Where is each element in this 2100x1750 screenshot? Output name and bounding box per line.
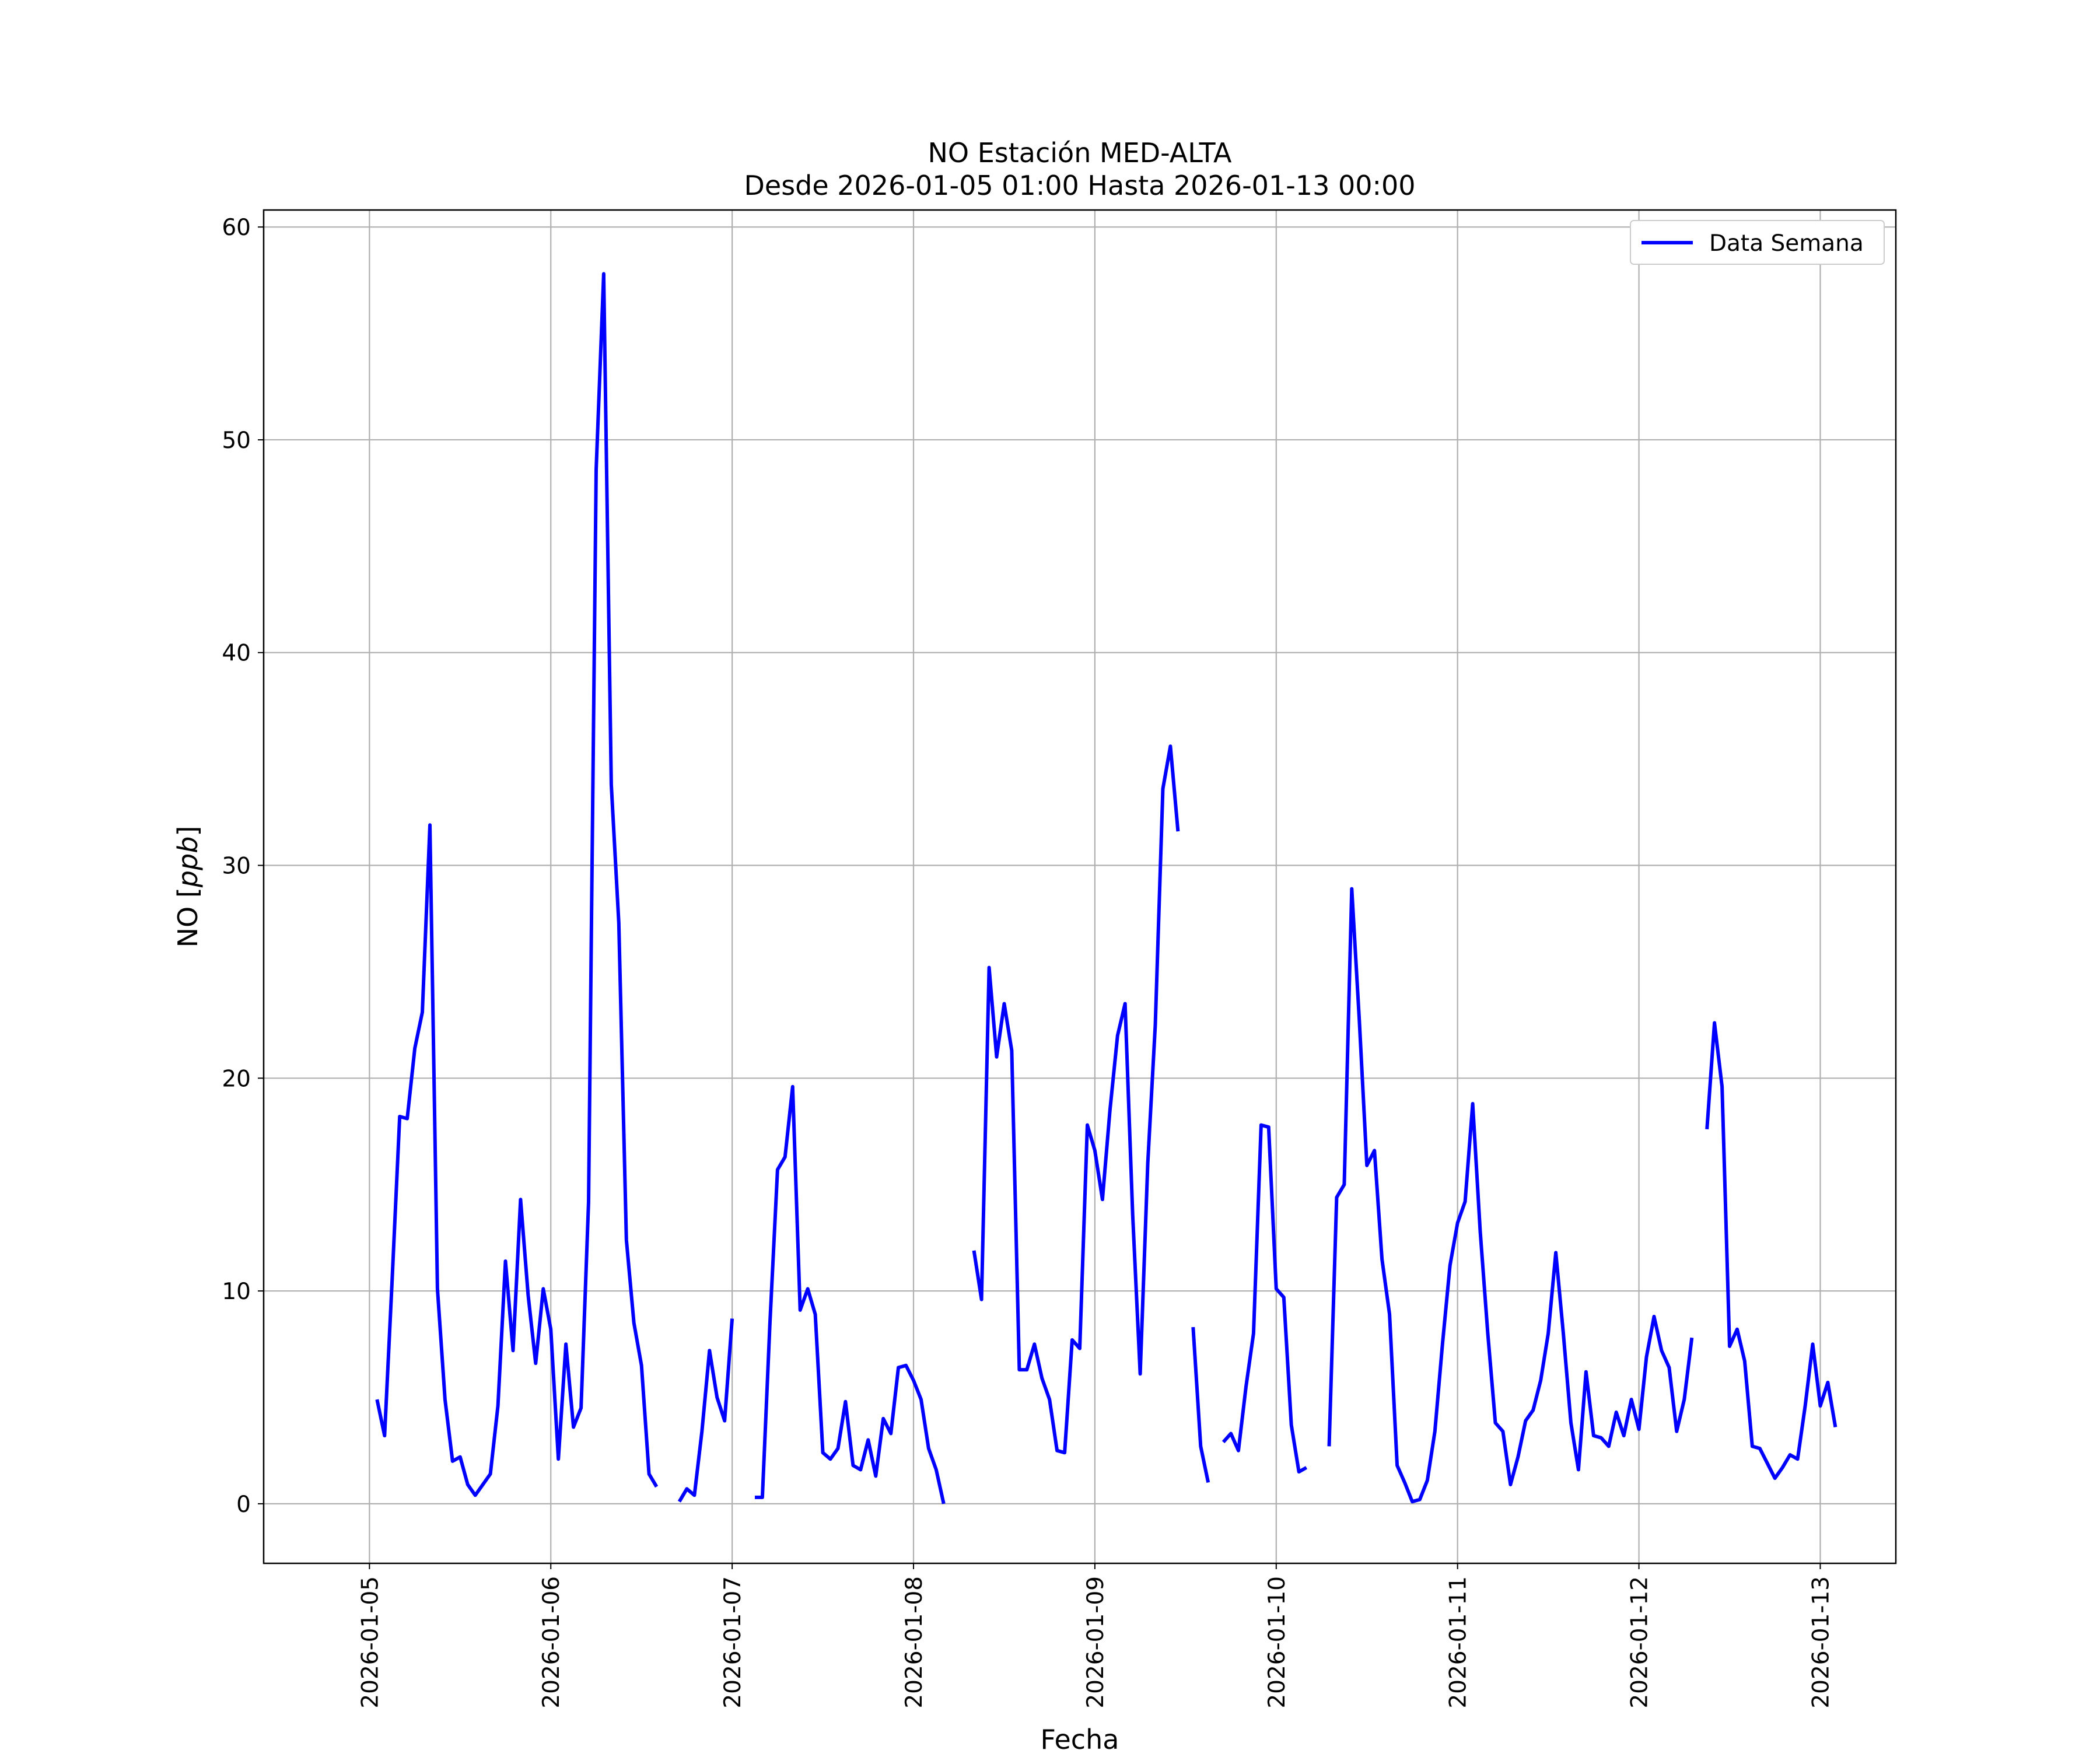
y-tick-label: 20 (222, 1066, 251, 1092)
series-line-segment (1327, 887, 1694, 1504)
x-axis-label: Fecha (1041, 1724, 1119, 1750)
series-lines (375, 272, 1838, 1504)
x-tick-label: 2026-01-05 (357, 1576, 383, 1709)
plot-frame (262, 209, 1897, 1564)
y-axis-label-unit: ppb (172, 836, 204, 888)
chart-title: NO Estación MED-ALTA (928, 137, 1232, 169)
chart-subtitle: Desde 2026-01-05 01:00 Hasta 2026-01-13 … (744, 170, 1415, 201)
y-tick-label: 10 (222, 1279, 251, 1305)
x-tick-label: 2026-01-11 (1446, 1576, 1472, 1709)
y-tick-label: 40 (222, 640, 251, 667)
x-tick-label: 2026-01-07 (720, 1576, 746, 1709)
series-line-segment (677, 1318, 734, 1503)
legend: Data Semana (1630, 220, 1885, 265)
x-tick-label: 2026-01-13 (1808, 1576, 1834, 1709)
legend-box (1630, 220, 1885, 265)
x-tick-label: 2026-01-10 (1264, 1576, 1290, 1709)
legend-label: Data Semana (1709, 230, 1864, 257)
y-axis-label-close: ] (172, 826, 204, 836)
series-line-segment (1705, 1021, 1838, 1480)
y-tick-label: 0 (236, 1492, 251, 1518)
x-tick-label: 2026-01-09 (1083, 1576, 1109, 1709)
y-tick-label: 30 (222, 853, 251, 880)
series-line-segment (972, 744, 1180, 1455)
axis-ticks: 0 10 20 30 40 50 60 2026-01-05 2026-01-06 2026-01… (222, 215, 1834, 1708)
x-tick-label: 2026-01-12 (1627, 1576, 1653, 1709)
y-axis-label: NO [ppb] (172, 826, 204, 948)
y-axis-label-main: NO [ (172, 887, 204, 947)
series-line-segment (755, 1084, 946, 1504)
x-tick-label: 2026-01-08 (901, 1576, 928, 1709)
y-tick-label: 50 (222, 428, 251, 454)
y-tick-label: 60 (222, 215, 251, 241)
series-line-segment (375, 272, 659, 1497)
plot-area (264, 210, 1896, 1563)
x-tick-label: 2026-01-06 (538, 1576, 565, 1709)
series-line-segment (1222, 1123, 1308, 1474)
series-line-segment (1191, 1326, 1210, 1483)
